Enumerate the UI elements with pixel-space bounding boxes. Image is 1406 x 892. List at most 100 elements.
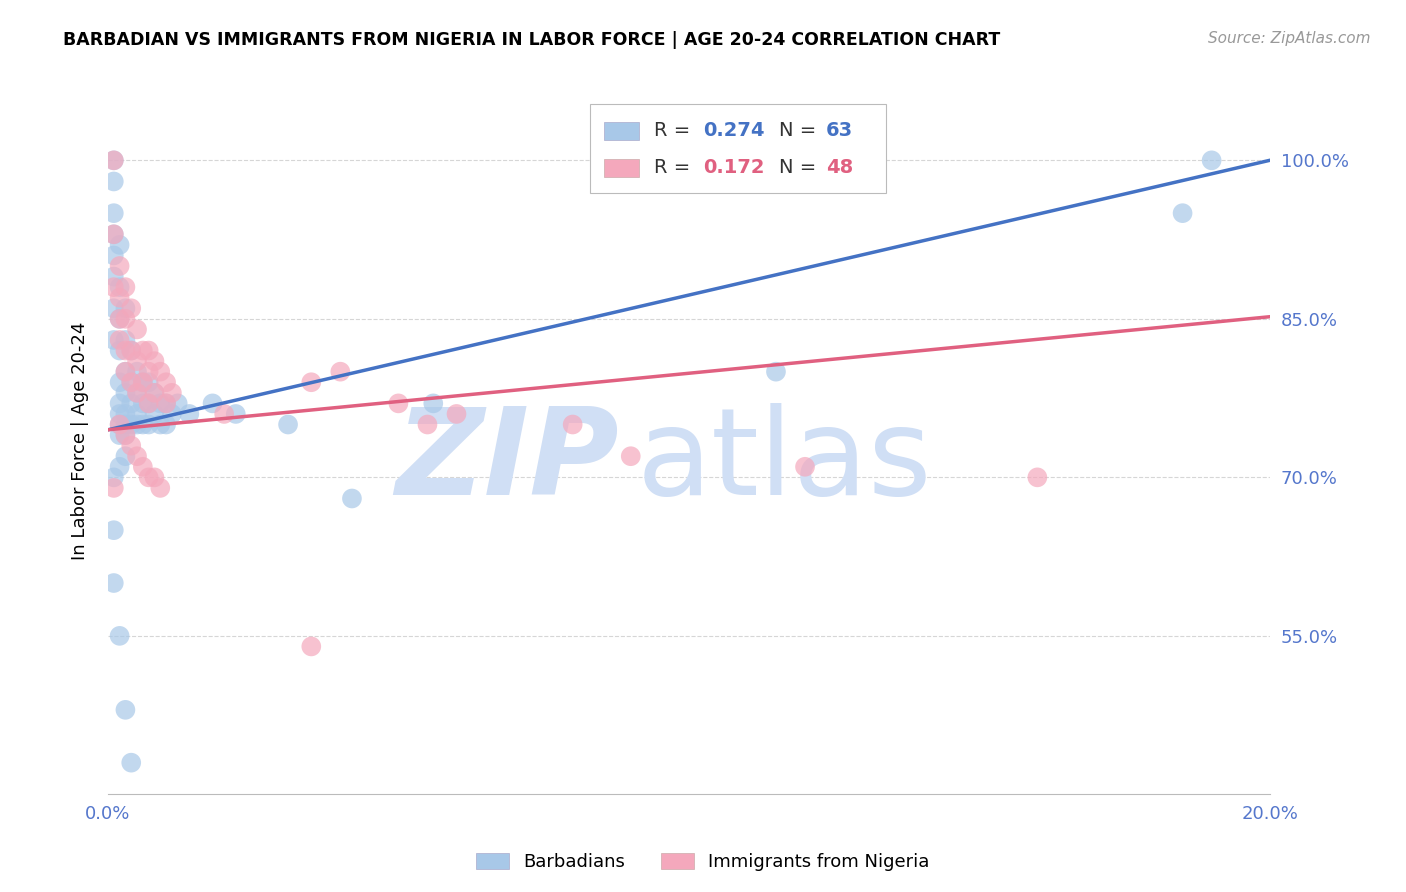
Text: BARBADIAN VS IMMIGRANTS FROM NIGERIA IN LABOR FORCE | AGE 20-24 CORRELATION CHAR: BARBADIAN VS IMMIGRANTS FROM NIGERIA IN … — [63, 31, 1001, 49]
Point — [114, 343, 136, 358]
Point — [149, 396, 172, 410]
Point — [138, 470, 160, 484]
Point — [138, 396, 160, 410]
Point — [114, 280, 136, 294]
Point — [138, 417, 160, 432]
Point — [620, 449, 643, 463]
Point — [132, 417, 155, 432]
Point — [103, 174, 125, 188]
Text: Source: ZipAtlas.com: Source: ZipAtlas.com — [1208, 31, 1371, 46]
Point — [155, 376, 177, 390]
Point — [114, 703, 136, 717]
Point — [132, 343, 155, 358]
Point — [179, 407, 201, 421]
Point — [299, 640, 322, 654]
Point — [114, 301, 136, 316]
Point — [149, 481, 172, 495]
Point — [155, 396, 177, 410]
Point — [125, 417, 148, 432]
Point — [114, 385, 136, 400]
Point — [160, 407, 183, 421]
Point — [1026, 470, 1049, 484]
Point — [132, 376, 155, 390]
Point — [108, 629, 131, 643]
Point — [103, 333, 125, 347]
Point — [138, 376, 160, 390]
Y-axis label: In Labor Force | Age 20-24: In Labor Force | Age 20-24 — [72, 321, 89, 559]
Point — [120, 343, 142, 358]
Point — [299, 376, 322, 390]
Point — [114, 407, 136, 421]
Text: N =: N = — [779, 158, 823, 178]
Point — [446, 407, 468, 421]
Text: 48: 48 — [825, 158, 853, 178]
Point — [160, 385, 183, 400]
Point — [765, 365, 787, 379]
Point — [103, 301, 125, 316]
Point — [143, 407, 166, 421]
Point — [108, 396, 131, 410]
Point — [108, 333, 131, 347]
Point — [103, 269, 125, 284]
Point — [166, 396, 188, 410]
FancyBboxPatch shape — [591, 104, 886, 193]
Point — [120, 343, 142, 358]
Bar — [605, 121, 638, 140]
Text: 0.274: 0.274 — [703, 121, 765, 140]
Point — [120, 756, 142, 770]
Point — [125, 365, 148, 379]
Point — [387, 396, 409, 410]
Point — [103, 470, 125, 484]
Point — [125, 354, 148, 368]
Bar — [605, 159, 638, 177]
Point — [138, 343, 160, 358]
Point — [277, 417, 299, 432]
Point — [108, 259, 131, 273]
Text: R =: R = — [654, 158, 696, 178]
Point — [416, 417, 439, 432]
Point — [114, 365, 136, 379]
Text: ZIP: ZIP — [395, 403, 619, 520]
Point — [1201, 153, 1223, 168]
Point — [132, 459, 155, 474]
Point — [103, 481, 125, 495]
Text: atlas: atlas — [637, 403, 932, 520]
Point — [108, 311, 131, 326]
Point — [794, 459, 817, 474]
Point — [108, 280, 131, 294]
Point — [108, 459, 131, 474]
Text: 63: 63 — [825, 121, 853, 140]
Point — [114, 417, 136, 432]
Point — [103, 227, 125, 242]
Point — [114, 365, 136, 379]
Point — [120, 376, 142, 390]
Point — [149, 417, 172, 432]
Point — [120, 301, 142, 316]
Point — [201, 396, 224, 410]
Point — [138, 396, 160, 410]
Point — [108, 428, 131, 442]
Point — [103, 153, 125, 168]
Point — [103, 280, 125, 294]
Point — [120, 417, 142, 432]
Point — [120, 439, 142, 453]
Point — [149, 365, 172, 379]
Point — [143, 385, 166, 400]
Text: R =: R = — [654, 121, 696, 140]
Point — [1171, 206, 1194, 220]
Point — [103, 523, 125, 537]
Point — [340, 491, 363, 506]
Point — [155, 396, 177, 410]
Point — [103, 206, 125, 220]
Point — [108, 311, 131, 326]
Point — [108, 376, 131, 390]
Point — [108, 417, 131, 432]
Point — [114, 311, 136, 326]
Point — [108, 291, 131, 305]
Point — [120, 376, 142, 390]
Point — [103, 153, 125, 168]
Point — [225, 407, 247, 421]
Point — [114, 449, 136, 463]
Point — [114, 428, 136, 442]
Text: N =: N = — [779, 121, 823, 140]
